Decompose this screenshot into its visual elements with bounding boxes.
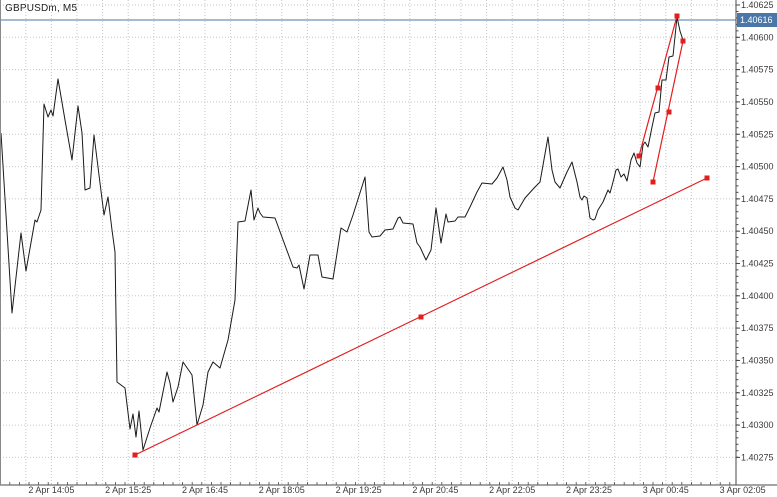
time-axis-label: 2 Apr 23:25 [566, 485, 612, 495]
price-axis-label: 1.40450 [741, 226, 774, 236]
price-axis-label: 1.40525 [741, 129, 774, 139]
trendline-anchor[interactable] [666, 109, 672, 115]
trendline-anchor[interactable] [680, 38, 686, 44]
price-line-series [0, 16, 684, 451]
price-axis-label: 1.40475 [741, 194, 774, 204]
time-axis-label: 2 Apr 19:25 [336, 485, 382, 495]
time-axis-label: 2 Apr 14:05 [28, 485, 74, 495]
time-axis-label: 2 Apr 16:45 [182, 485, 228, 495]
price-axis-label: 1.40600 [741, 32, 774, 42]
trendline-anchor[interactable] [650, 179, 656, 185]
price-axis-label: 1.40500 [741, 162, 774, 172]
trendline-anchor[interactable] [132, 452, 138, 458]
price-axis-label: 1.40425 [741, 259, 774, 269]
trendline-anchor[interactable] [655, 85, 661, 91]
time-axis-label: 2 Apr 18:05 [259, 485, 305, 495]
trendline-anchor[interactable] [674, 13, 680, 19]
time-axis-label: 2 Apr 22:05 [489, 485, 535, 495]
price-axis-label: 1.40625 [741, 0, 774, 10]
price-axis-label: 1.40400 [741, 291, 774, 301]
price-axis-label: 1.40275 [741, 452, 774, 462]
price-axis-label: 1.40375 [741, 323, 774, 333]
time-axis-label: 2 Apr 15:25 [105, 485, 151, 495]
bid-price-label: 1.40616 [737, 13, 777, 27]
time-axis-label: 3 Apr 00:45 [643, 485, 689, 495]
trendline-anchor[interactable] [636, 153, 642, 159]
price-axis-label: 1.40575 [741, 65, 774, 75]
price-axis-label: 1.40300 [741, 420, 774, 430]
time-axis-label: 2 Apr 20:45 [412, 485, 458, 495]
price-axis-label: 1.40350 [741, 356, 774, 366]
chart-symbol-label: GBPUSDm, M5 [5, 3, 78, 14]
trendline-anchor[interactable] [418, 314, 424, 320]
time-axis-label: 3 Apr 02:05 [720, 485, 766, 495]
price-axis-label: 1.40325 [741, 388, 774, 398]
price-axis-label: 1.40550 [741, 97, 774, 107]
trendline-anchor[interactable] [704, 175, 710, 181]
